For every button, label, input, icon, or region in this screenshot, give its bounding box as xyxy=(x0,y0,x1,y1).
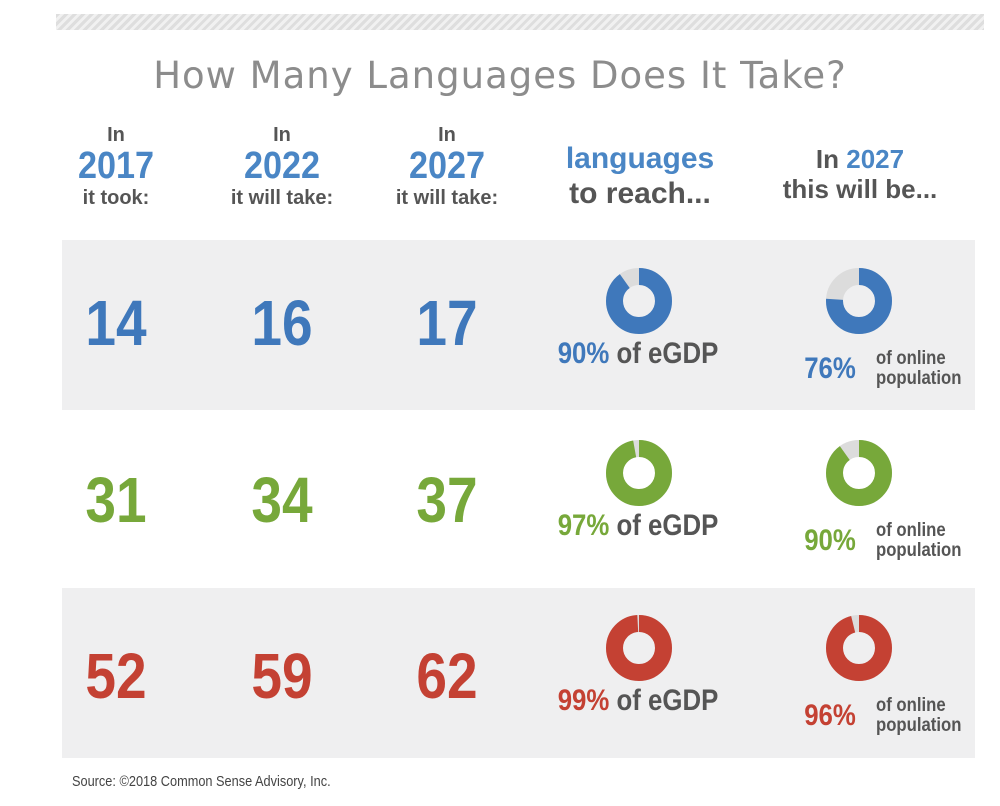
value-2017-row-2: 31 xyxy=(85,464,147,536)
donut-share-arc xyxy=(826,440,892,506)
population-text-line2: population xyxy=(876,539,962,561)
row-band-3 xyxy=(62,588,975,758)
population-percent-row-3: 96% xyxy=(804,699,856,732)
header-year: 2017 xyxy=(77,145,155,187)
population-donut-row-2 xyxy=(826,440,892,506)
header-bottom: it will take: xyxy=(395,186,499,209)
population-percent-row-1: 76% xyxy=(804,352,856,385)
egdp-text: of eGDP xyxy=(616,337,719,370)
header-col-languages: languages to reach... xyxy=(540,142,740,211)
egdp-donut-row-3 xyxy=(606,615,672,681)
header-year: 2022 xyxy=(243,145,321,187)
population-text-row-1: of online population xyxy=(876,349,961,389)
egdp-donut-row-1 xyxy=(606,268,672,334)
population-percent-row-2: 90% xyxy=(804,524,856,557)
value-2022-row-3: 59 xyxy=(251,640,313,712)
value-2017-row-1: 14 xyxy=(85,287,147,359)
population-text-row-2: of online population xyxy=(876,521,961,561)
egdp-caption-row-2: 97% of eGDP xyxy=(543,509,732,543)
value-2027-row-2: 37 xyxy=(416,464,478,536)
value-2027-row-1: 17 xyxy=(416,287,478,359)
population-text-row-3: of online population xyxy=(876,696,961,736)
egdp-donut-row-2 xyxy=(606,440,672,506)
donut-share-arc xyxy=(606,615,672,681)
header-top: In xyxy=(438,124,456,146)
value-2027-row-3: 62 xyxy=(416,640,478,712)
donut-share-arc xyxy=(826,615,892,681)
egdp-percent: 90% xyxy=(557,337,610,370)
header-year: 2027 xyxy=(408,145,486,187)
egdp-text: of eGDP xyxy=(616,684,719,717)
header-line2: to reach... xyxy=(569,176,711,210)
header-col-2017: In 2017 it took: xyxy=(56,124,176,210)
header-line1: languages xyxy=(565,142,715,175)
donut-share-arc xyxy=(606,268,672,334)
donut-share-arc xyxy=(606,440,672,506)
population-text-line2: population xyxy=(876,714,962,736)
chart-title: How Many Languages Does It Take? xyxy=(153,54,847,97)
population-donut-row-3 xyxy=(826,615,892,681)
value-2017-row-3: 52 xyxy=(85,640,147,712)
header-bottom: it will take: xyxy=(230,186,334,209)
value-2022-row-2: 34 xyxy=(251,464,313,536)
header-line2: this will be... xyxy=(782,173,938,204)
egdp-caption-row-1: 90% of eGDP xyxy=(543,337,732,371)
population-text-line1: of online xyxy=(876,520,946,541)
header-top: In xyxy=(273,124,291,146)
population-text-line1: of online xyxy=(876,695,946,716)
header-prefix: In xyxy=(815,144,840,174)
header-year: 2027 xyxy=(846,144,905,174)
population-text-line2: population xyxy=(876,367,962,389)
header-col-2027: In 2027 it will take: xyxy=(377,124,517,210)
header-col-2027-share: In 2027 this will be... xyxy=(760,144,960,205)
row-band-1 xyxy=(62,240,975,410)
egdp-percent: 97% xyxy=(557,509,610,542)
egdp-caption-row-3: 99% of eGDP xyxy=(543,684,732,718)
top-stripe xyxy=(56,14,984,30)
donut-share-arc xyxy=(826,268,892,334)
population-text-line1: of online xyxy=(876,348,946,369)
population-donut-row-1 xyxy=(826,268,892,334)
source-note: Source: ©2018 Common Sense Advisory, Inc… xyxy=(72,773,331,790)
header-top: In xyxy=(107,124,125,146)
value-2022-row-1: 16 xyxy=(251,287,313,359)
header-col-2022: In 2022 it will take: xyxy=(212,124,352,210)
egdp-percent: 99% xyxy=(557,684,610,717)
header-bottom: it took: xyxy=(82,186,150,209)
egdp-text: of eGDP xyxy=(616,509,719,542)
